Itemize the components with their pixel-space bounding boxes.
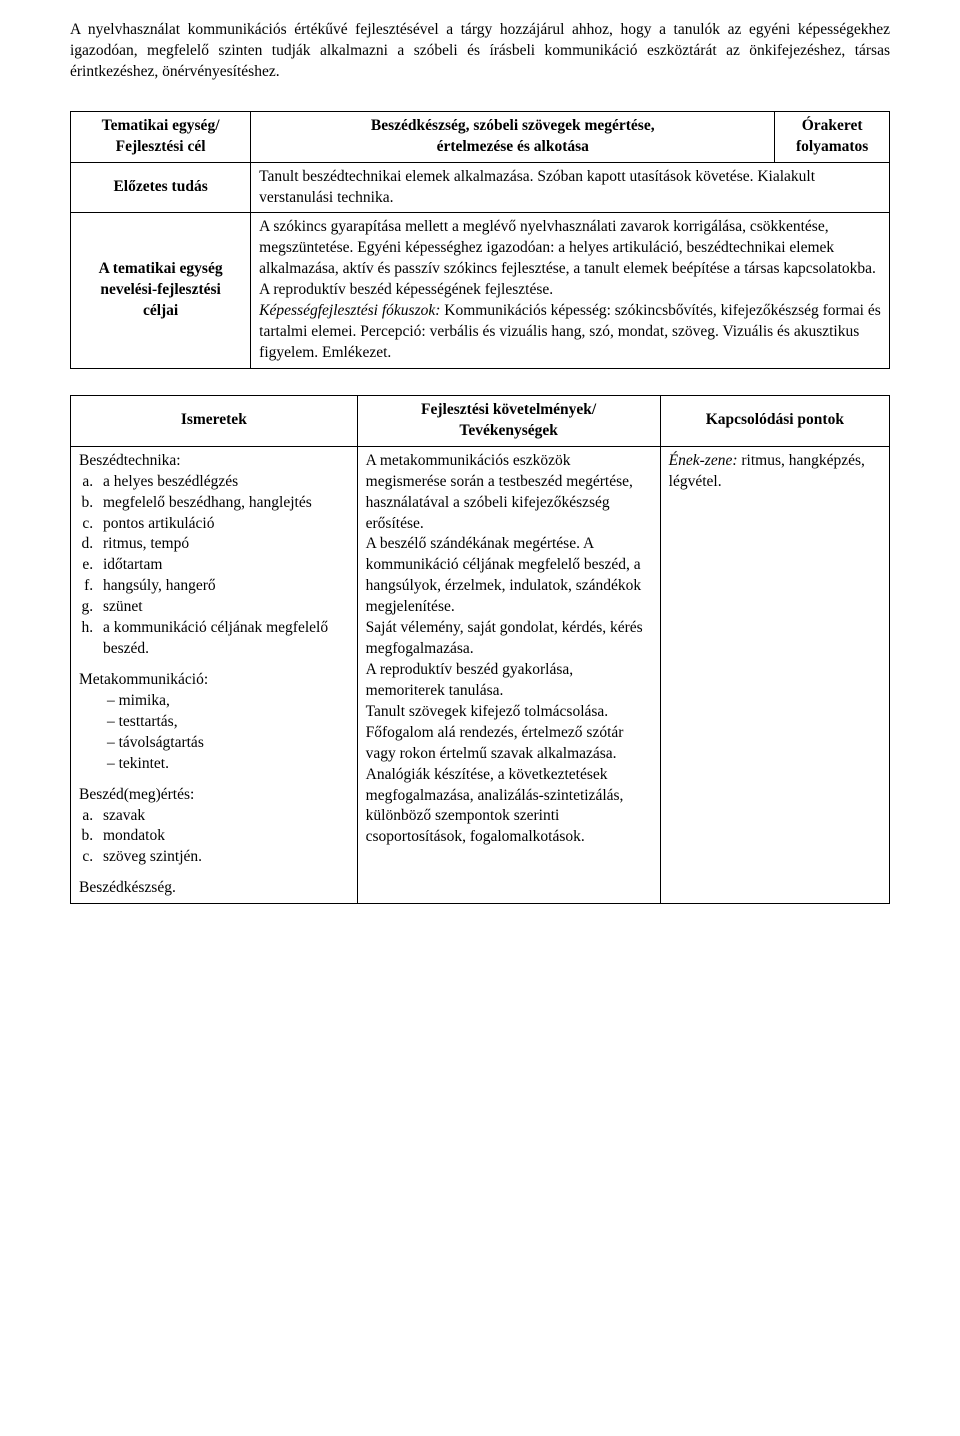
txt: folyamatos <box>796 138 868 155</box>
txt: A tematikai egység <box>99 260 223 277</box>
content-table: Ismeretek Fejlesztési követelmények/ Tev… <box>70 395 890 904</box>
list-item: hangsúly, hangerő <box>97 576 349 597</box>
para: Tanult szövegek kifejező tolmácsolása. <box>366 702 652 723</box>
list-item: pontos artikuláció <box>97 514 349 535</box>
list-item: időtartam <box>97 555 349 576</box>
txt: Tematikai egység/ <box>102 117 220 134</box>
list-item: szavak <box>97 806 349 827</box>
para: A metakommunikációs eszközök megismerése… <box>366 451 652 535</box>
para: A reproduktív beszéd gyakorlása, memorit… <box>366 660 652 702</box>
para: Főfogalom alá rendezés, értelmező szótár… <box>366 723 652 765</box>
list-item: mimika, <box>107 691 349 712</box>
cell-goals: A szókincs gyarapítása mellett a meglévő… <box>251 213 890 368</box>
hdr-kapcsolodasi: Kapcsolódási pontok <box>660 395 889 446</box>
list-item: testtartás, <box>107 712 349 733</box>
list-item: a kommunikáció céljának megfelelő beszéd… <box>97 618 349 660</box>
para: A beszélő szándékának megértése. A kommu… <box>366 534 652 618</box>
txt-italic: Képességfejlesztési fókuszok: <box>259 302 440 319</box>
list-item: megfelelő beszédhang, hanglejtés <box>97 493 349 514</box>
list-item: szöveg szintjén. <box>97 847 349 868</box>
list-item: mondatok <box>97 826 349 847</box>
txt: Fejlesztési cél <box>116 138 206 155</box>
para: Saját vélemény, saját gondolat, kérdés, … <box>366 618 652 660</box>
txt: Fejlesztési követelmények/ <box>421 401 596 418</box>
subhead: Beszédtechnika: <box>79 451 349 472</box>
subhead: Metakommunikáció: <box>79 670 349 691</box>
hdr-fejlesztesi: Fejlesztési követelmények/ Tevékenységek <box>357 395 660 446</box>
txt: céljai <box>143 302 178 319</box>
para: Analógiák készítése, a következtetések m… <box>366 765 652 849</box>
txt-italic: Ének-zene: <box>669 452 738 469</box>
subhead: Beszéd(meg)értés: <box>79 785 349 806</box>
cell-prior-knowledge-label: Előzetes tudás <box>71 162 251 213</box>
list-item: tekintet. <box>107 754 349 775</box>
cell-ismeretek: Beszédtechnika: a helyes beszédlégzés me… <box>71 446 358 903</box>
speech-tech-list: a helyes beszédlégzés megfelelő beszédha… <box>79 472 349 660</box>
cell-prior-knowledge: Tanult beszédtechnikai elemek alkalmazás… <box>251 162 890 213</box>
cell-kapcsolodasi: Ének-zene: ritmus, hangképzés, légvétel. <box>660 446 889 903</box>
cell-fejlesztesi: A metakommunikációs eszközök megismerése… <box>357 446 660 903</box>
txt: Órakeret <box>802 117 863 134</box>
cell-topic-title: Beszédkészség, szóbeli szövegek megértés… <box>251 111 775 162</box>
hdr-ismeretek: Ismeretek <box>71 395 358 446</box>
metacomm-list: mimika, testtartás, távolságtartás tekin… <box>79 691 349 775</box>
summary-table: Tematikai egység/ Fejlesztési cél Beszéd… <box>70 111 890 369</box>
subhead: Beszédkészség. <box>79 878 349 899</box>
txt: A szókincs gyarapítása mellett a meglévő… <box>259 218 876 298</box>
txt: Tevékenységek <box>459 422 557 439</box>
txt: értelmezése és alkotása <box>437 138 589 155</box>
list-item: a helyes beszédlégzés <box>97 472 349 493</box>
txt: nevelési-fejlesztési <box>100 281 221 298</box>
comprehension-list: szavak mondatok szöveg szintjén. <box>79 806 349 869</box>
cell-hours: Órakeret folyamatos <box>775 111 890 162</box>
txt: Beszédkészség, szóbeli szövegek megértés… <box>371 117 655 134</box>
intro-paragraph: A nyelvhasználat kommunikációs értékűvé … <box>70 20 890 83</box>
list-item: szünet <box>97 597 349 618</box>
cell-goals-label: A tematikai egység nevelési-fejlesztési … <box>71 213 251 368</box>
list-item: ritmus, tempó <box>97 534 349 555</box>
cell-thematic-unit: Tematikai egység/ Fejlesztési cél <box>71 111 251 162</box>
list-item: távolságtartás <box>107 733 349 754</box>
